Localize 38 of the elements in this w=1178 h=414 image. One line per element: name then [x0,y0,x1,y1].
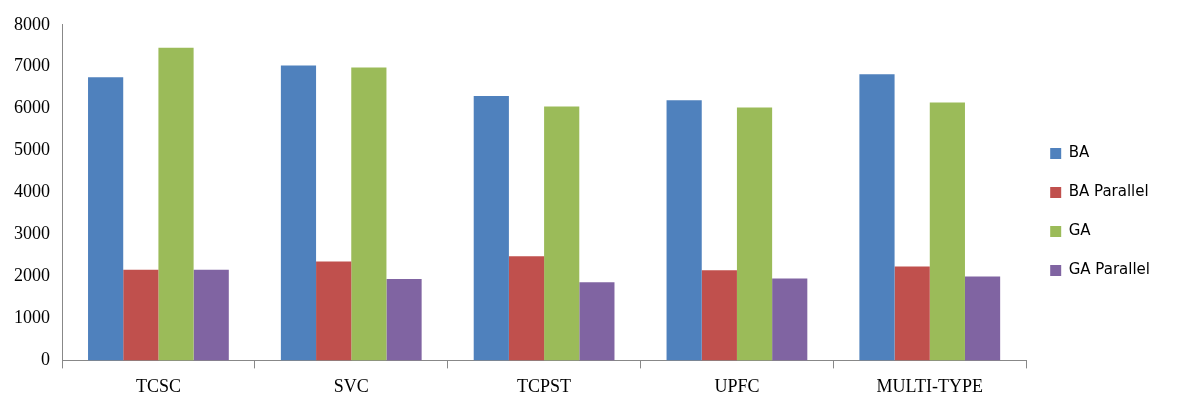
y-tick-label: 2000 [14,265,50,286]
bar [929,102,965,361]
bar [508,256,545,361]
y-tick-label: 8000 [14,13,50,34]
bar [386,279,422,361]
bar [736,107,773,361]
bar [351,67,387,361]
y-tick-label: 5000 [14,139,50,160]
bar [88,77,124,361]
y-tick-label: 6000 [14,97,50,118]
legend-label: BA [1068,143,1090,162]
bar [544,106,580,361]
y-tick-label: 1000 [14,307,50,328]
x-tick-label: SVC [333,375,369,396]
y-tick-label: 4000 [14,181,50,202]
bar [772,278,808,361]
bar [701,270,737,361]
bar [473,96,509,361]
bar [316,261,352,361]
bar [894,266,930,361]
bar [859,74,895,361]
bar [666,100,702,361]
y-tick-label: 7000 [14,55,50,76]
bar [579,282,615,361]
y-tick-label: 3000 [14,223,50,244]
legend-label: GA [1068,221,1092,240]
x-tick-label: TCSC [135,375,181,396]
x-tick-label: MULTI-TYPE [876,375,983,396]
bar [123,269,159,361]
bar [158,47,194,361]
legend-label: BA Parallel [1068,182,1149,201]
bar [193,269,229,361]
x-tick-label: UPFC [714,375,760,396]
bar [964,276,1001,361]
bar [280,65,317,361]
y-tick-label: 0 [41,349,50,370]
x-tick-label: TCPST [517,375,572,396]
legend-label: GA Parallel [1068,260,1151,279]
